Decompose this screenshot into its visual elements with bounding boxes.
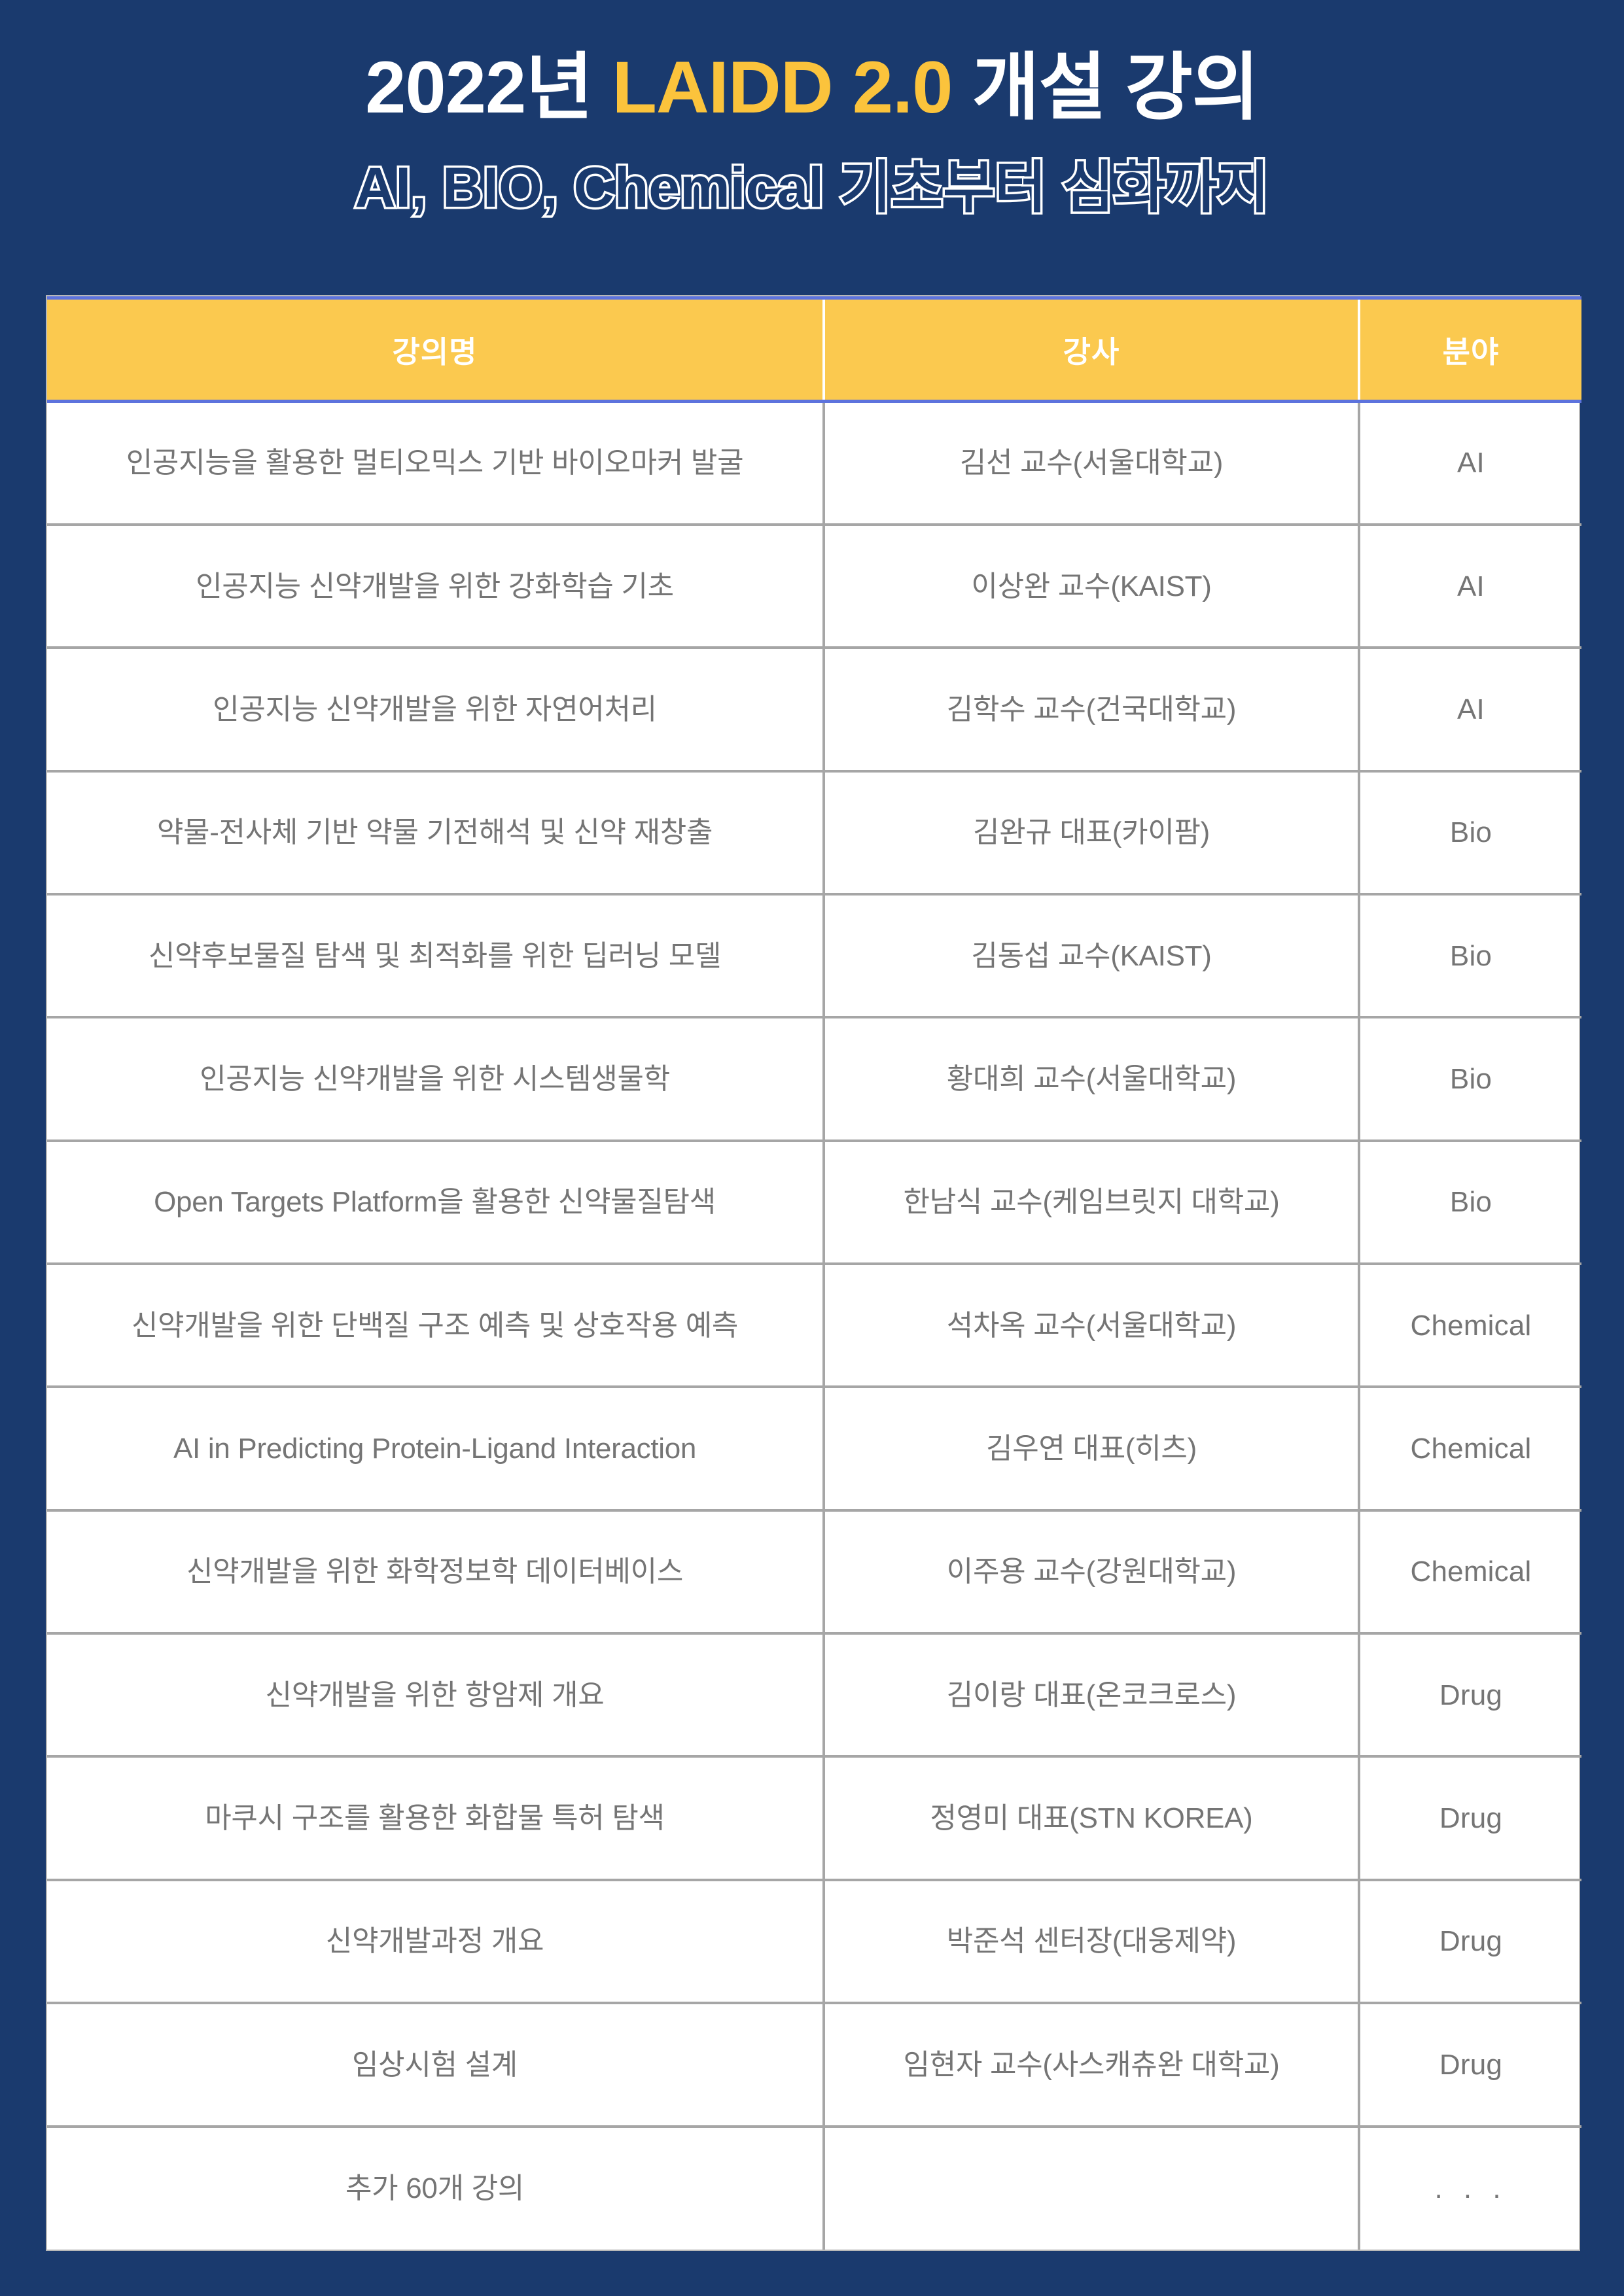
cell-field: Bio <box>1359 894 1581 1019</box>
page-title: 2022년 LAIDD 2.0 개설 강의 <box>0 51 1624 124</box>
cell-field: Chemical <box>1359 1387 1581 1512</box>
table-row[interactable]: 신약개발을 위한 화학정보학 데이터베이스 이주용 교수(강원대학교) Chem… <box>47 1510 1581 1635</box>
cell-field: AI <box>1359 401 1581 526</box>
cell-field: Bio <box>1359 1140 1581 1266</box>
cell-field: AI <box>1359 648 1581 773</box>
cell-teacher: 한남식 교수(케임브릿지 대학교) <box>824 1140 1360 1266</box>
title-prefix: 2022년 <box>365 46 612 128</box>
cell-course: 신약개발을 위한 화학정보학 데이터베이스 <box>47 1510 825 1635</box>
cell-teacher: 석차옥 교수(서울대학교) <box>824 1264 1360 1389</box>
cell-course: 신약후보물질 탐색 및 최적화를 위한 딥러닝 모델 <box>47 894 825 1019</box>
title-accent: LAIDD 2.0 <box>612 46 953 128</box>
cell-teacher: 정영미 대표(STN KOREA) <box>824 1756 1360 1881</box>
cell-teacher: 박준석 센터장(대웅제약) <box>824 1879 1360 2005</box>
cell-course: 마쿠시 구조를 활용한 화합물 특허 탐색 <box>47 1756 825 1881</box>
cell-field: Drug <box>1359 2003 1581 2128</box>
cell-field: Chemical <box>1359 1510 1581 1635</box>
course-table-container: 강의명 강사 분야 인공지능을 활용한 멀티오믹스 기반 바이오마커 발굴 김선… <box>46 295 1581 2251</box>
table-row[interactable]: 임상시험 설계 임현자 교수(사스캐츄완 대학교) Drug <box>47 2003 1581 2128</box>
cell-teacher <box>824 2126 1360 2250</box>
cell-course: 추가 60개 강의 <box>47 2126 825 2250</box>
cell-teacher: 김이랑 대표(온코크로스) <box>824 1633 1360 1758</box>
table-row[interactable]: 인공지능 신약개발을 위한 강화학습 기초 이상완 교수(KAIST) AI <box>47 524 1581 650</box>
cell-course: 신약개발을 위한 항암제 개요 <box>47 1633 825 1758</box>
table-row[interactable]: 신약개발을 위한 단백질 구조 예측 및 상호작용 예측 석차옥 교수(서울대학… <box>47 1264 1581 1389</box>
cell-field: Drug <box>1359 1879 1581 2005</box>
cell-teacher: 임현자 교수(사스캐츄완 대학교) <box>824 2003 1360 2128</box>
cell-course: Open Targets Platform을 활용한 신약물질탐색 <box>47 1140 825 1266</box>
cell-course: 약물-전사체 기반 약물 기전해석 및 신약 재창출 <box>47 771 825 896</box>
cell-teacher: 이주용 교수(강원대학교) <box>824 1510 1360 1635</box>
column-header-teacher[interactable]: 강사 <box>824 296 1360 403</box>
course-table-header: 강의명 강사 분야 <box>47 296 1581 403</box>
table-row[interactable]: 약물-전사체 기반 약물 기전해석 및 신약 재창출 김완규 대표(카이팜) B… <box>47 771 1581 896</box>
table-row[interactable]: 신약후보물질 탐색 및 최적화를 위한 딥러닝 모델 김동섭 교수(KAIST)… <box>47 894 1581 1019</box>
table-row[interactable]: 마쿠시 구조를 활용한 화합물 특허 탐색 정영미 대표(STN KOREA) … <box>47 1756 1581 1881</box>
cell-teacher: 김완규 대표(카이팜) <box>824 771 1360 896</box>
cell-field-ellipsis: . . . <box>1434 2172 1508 2205</box>
column-header-course[interactable]: 강의명 <box>47 296 825 403</box>
table-row[interactable]: 신약개발과정 개요 박준석 센터장(대웅제약) Drug <box>47 1879 1581 2005</box>
table-row[interactable]: AI in Predicting Protein-Ligand Interact… <box>47 1387 1581 1512</box>
course-table: 강의명 강사 분야 인공지능을 활용한 멀티오믹스 기반 바이오마커 발굴 김선… <box>47 296 1581 2250</box>
course-table-body: 인공지능을 활용한 멀티오믹스 기반 바이오마커 발굴 김선 교수(서울대학교)… <box>47 401 1581 2250</box>
table-header-row: 강의명 강사 분야 <box>47 296 1581 403</box>
cell-teacher: 김동섭 교수(KAIST) <box>824 894 1360 1019</box>
table-row[interactable]: Open Targets Platform을 활용한 신약물질탐색 한남식 교수… <box>47 1140 1581 1266</box>
cell-course: 임상시험 설계 <box>47 2003 825 2128</box>
cell-teacher: 김우연 대표(히츠) <box>824 1387 1360 1512</box>
cell-field: AI <box>1359 524 1581 650</box>
table-row[interactable]: 인공지능을 활용한 멀티오믹스 기반 바이오마커 발굴 김선 교수(서울대학교)… <box>47 401 1581 526</box>
cell-course: 신약개발과정 개요 <box>47 1879 825 2005</box>
column-header-field[interactable]: 분야 <box>1359 296 1581 403</box>
cell-field: Bio <box>1359 771 1581 896</box>
cell-course: 신약개발을 위한 단백질 구조 예측 및 상호작용 예측 <box>47 1264 825 1389</box>
table-row[interactable]: 인공지능 신약개발을 위한 자연어처리 김학수 교수(건국대학교) AI <box>47 648 1581 773</box>
cell-teacher: 김선 교수(서울대학교) <box>824 401 1360 526</box>
cell-course: 인공지능을 활용한 멀티오믹스 기반 바이오마커 발굴 <box>47 401 825 526</box>
cell-course: 인공지능 신약개발을 위한 강화학습 기초 <box>47 524 825 650</box>
table-row[interactable]: 신약개발을 위한 항암제 개요 김이랑 대표(온코크로스) Drug <box>47 1633 1581 1758</box>
cell-teacher: 황대희 교수(서울대학교) <box>824 1017 1360 1142</box>
cell-course: 인공지능 신약개발을 위한 자연어처리 <box>47 648 825 773</box>
cell-field: Drug <box>1359 1633 1581 1758</box>
cell-field: Drug <box>1359 1756 1581 1881</box>
table-row[interactable]: 인공지능 신약개발을 위한 시스템생물학 황대희 교수(서울대학교) Bio <box>47 1017 1581 1142</box>
cell-teacher: 이상완 교수(KAIST) <box>824 524 1360 650</box>
cell-field: Chemical <box>1359 1264 1581 1389</box>
page-subtitle: AI, BIO, Chemical 기초부터 심화까지 <box>353 156 1272 219</box>
title-suffix: 개설 강의 <box>952 46 1260 128</box>
cell-course: 인공지능 신약개발을 위한 시스템생물학 <box>47 1017 825 1142</box>
cell-course: AI in Predicting Protein-Ligand Interact… <box>47 1387 825 1512</box>
poster-header: 2022년 LAIDD 2.0 개설 강의 AI, BIO, Chemical … <box>0 0 1624 285</box>
cell-teacher: 김학수 교수(건국대학교) <box>824 648 1360 773</box>
cell-field: Bio <box>1359 1017 1581 1142</box>
table-row[interactable]: 추가 60개 강의 . . . <box>47 2126 1581 2250</box>
